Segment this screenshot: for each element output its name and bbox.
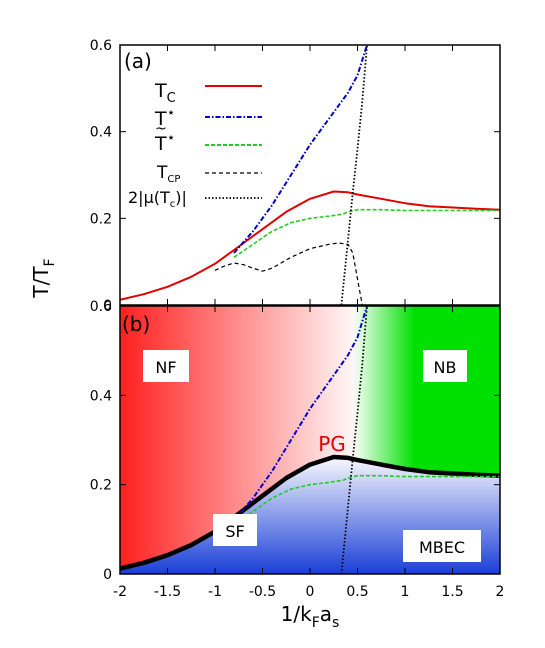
mbec-label-box (403, 530, 481, 562)
panel-b-xtick-label: -1 (208, 584, 222, 600)
x-axis-title: 1/kFas (281, 602, 340, 631)
panel-a-ytick-label: 0 (103, 298, 112, 314)
panel-a-label: (a) (124, 49, 152, 73)
nf-label: NF (155, 358, 176, 377)
panel-a-ytick-label: 0.4 (90, 125, 112, 141)
nb-region (348, 306, 500, 476)
panel-a-curve-ttilde (233, 208, 500, 258)
legend-label-ttilde: T⋆ (154, 130, 175, 155)
sf-label: SF (225, 522, 244, 541)
sf-label-box (213, 514, 257, 546)
legend-label-tcp: TCP (156, 163, 180, 185)
axis-ticks: 00.20.40.600.20.40.6-2 -1.5 -1 -0.5 0 0.5 1 1.5… (90, 38, 505, 600)
panel-b-label: (b) (122, 312, 150, 336)
panel-a-curve-tstar (233, 45, 368, 254)
legend-label-tc: TC (154, 80, 176, 106)
panel-b-xtick-label: -0.5 (249, 584, 276, 600)
panel-b-ytick-label: 0.2 (90, 478, 112, 494)
panel-a-curve-tc (120, 190, 500, 301)
panel-a-curves (120, 45, 500, 305)
panel-b-ytick-label: 0.4 (90, 388, 112, 404)
panel-b-curves (120, 306, 500, 574)
pg-label: PG (318, 432, 346, 456)
panel-a-ytick-label: 0.6 (90, 38, 112, 54)
panel-b-curve-tstar (233, 306, 368, 522)
nf-label-box (143, 350, 189, 382)
legend-label-tstar: T⋆ (154, 105, 175, 130)
panel-b-xtick-label: 2 (496, 584, 505, 600)
panel-b-xtick-label: 1.5 (441, 584, 463, 600)
nb-label-box (423, 350, 467, 382)
panel-a-ytick-label: 0.2 (90, 211, 112, 227)
panel-b-xtick-label: -2 (113, 584, 127, 600)
panel-a-curve-mu (340, 45, 368, 305)
panel-b-xtick-label: 1 (401, 584, 410, 600)
legend-label-ttilde-accent: ~ (155, 121, 167, 137)
y-axis-title: T/TF (29, 258, 58, 298)
panel-b-curve-mu (340, 306, 368, 574)
legend: TC T⋆ T⋆ ~ TCP 2|μ(Tc)| (128, 80, 262, 210)
panel-b-ytick-label: 0.6 (90, 299, 112, 315)
panel-b-xtick-label: -1.5 (154, 584, 181, 600)
panel-b-ytick-label: 0 (103, 567, 112, 583)
legend-label-mu: 2|μ(Tc)| (128, 188, 187, 210)
panel-b-curve-tc (120, 454, 500, 571)
panel-b-xtick-label: 0 (306, 584, 315, 600)
panel-a-curve-tcp (214, 242, 363, 305)
mbec-label: MBEC (419, 538, 465, 557)
panel-b-xtick-label: 0.5 (346, 584, 368, 600)
panel-b-curve-ttilde (233, 474, 500, 526)
nb-label: NB (434, 358, 457, 377)
